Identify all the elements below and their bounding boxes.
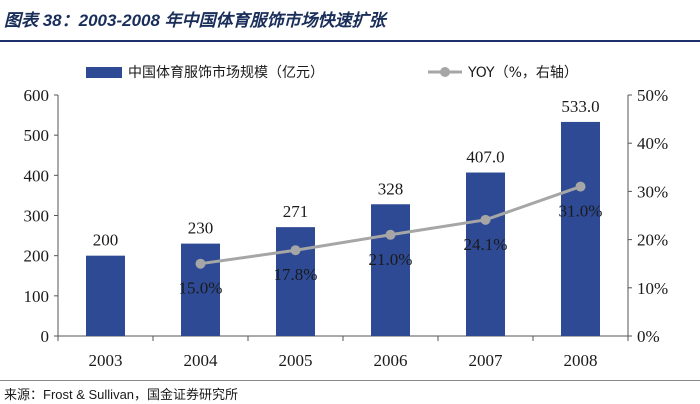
legend-line-label: YOY（%，右轴） [467,65,578,81]
left-axis-tick-label: 300 [24,207,50,226]
legend-line-marker [440,67,450,77]
yoy-value-label: 24.1% [464,235,508,254]
source-note: 来源：Frost & Sullivan，国金证券研究所 [4,387,239,402]
yoy-marker [385,229,396,240]
right-axis-tick-label: 40% [637,134,668,153]
title-rule [0,40,700,42]
bar [561,121,600,336]
yoy-marker [575,181,586,192]
yoy-value-label: 15.0% [179,279,223,298]
bar-value-label: 328 [378,179,404,198]
left-axis-tick-label: 200 [24,247,50,266]
bar-value-label: 200 [93,231,119,250]
bar [371,204,410,336]
bar-value-label: 533.0 [561,97,599,116]
x-axis-tick-label: 2004 [184,351,219,370]
right-axis-tick-label: 30% [637,182,668,201]
yoy-marker [480,214,491,225]
legend-bar-swatch [86,67,122,78]
right-axis-tick-label: 20% [637,231,668,250]
x-axis-tick-label: 2006 [374,351,408,370]
bar-value-label: 407.0 [466,148,504,167]
left-axis-tick-label: 500 [24,126,50,145]
figure-title: 图表 38：2003-2008 年中国体育服饰市场快速扩张 [4,11,386,30]
right-axis-tick-label: 10% [637,279,668,298]
bar-value-label: 271 [283,202,309,221]
x-axis-tick-label: 2007 [469,351,504,370]
source-rule [0,380,700,381]
bar [466,172,505,336]
bar [86,255,125,336]
yoy-value-label: 31.0% [559,202,603,221]
yoy-value-label: 21.0% [369,250,413,269]
right-axis-tick-label: 50% [637,86,668,105]
left-axis-tick-label: 600 [24,86,50,105]
yoy-value-label: 17.8% [274,265,318,284]
yoy-marker [195,258,206,269]
right-axis-tick-label: 0% [637,327,660,346]
legend-bar-label: 中国体育服饰市场规模（亿元） [128,64,324,81]
left-axis-tick-label: 400 [24,166,50,185]
bar-value-label: 230 [188,219,214,238]
left-axis-tick-label: 0 [41,327,50,346]
x-axis-tick-label: 2008 [564,351,598,370]
left-axis-tick-label: 100 [24,287,50,306]
x-axis-tick-label: 2005 [279,351,313,370]
yoy-marker [290,245,301,256]
x-axis-tick-label: 2003 [89,351,123,370]
